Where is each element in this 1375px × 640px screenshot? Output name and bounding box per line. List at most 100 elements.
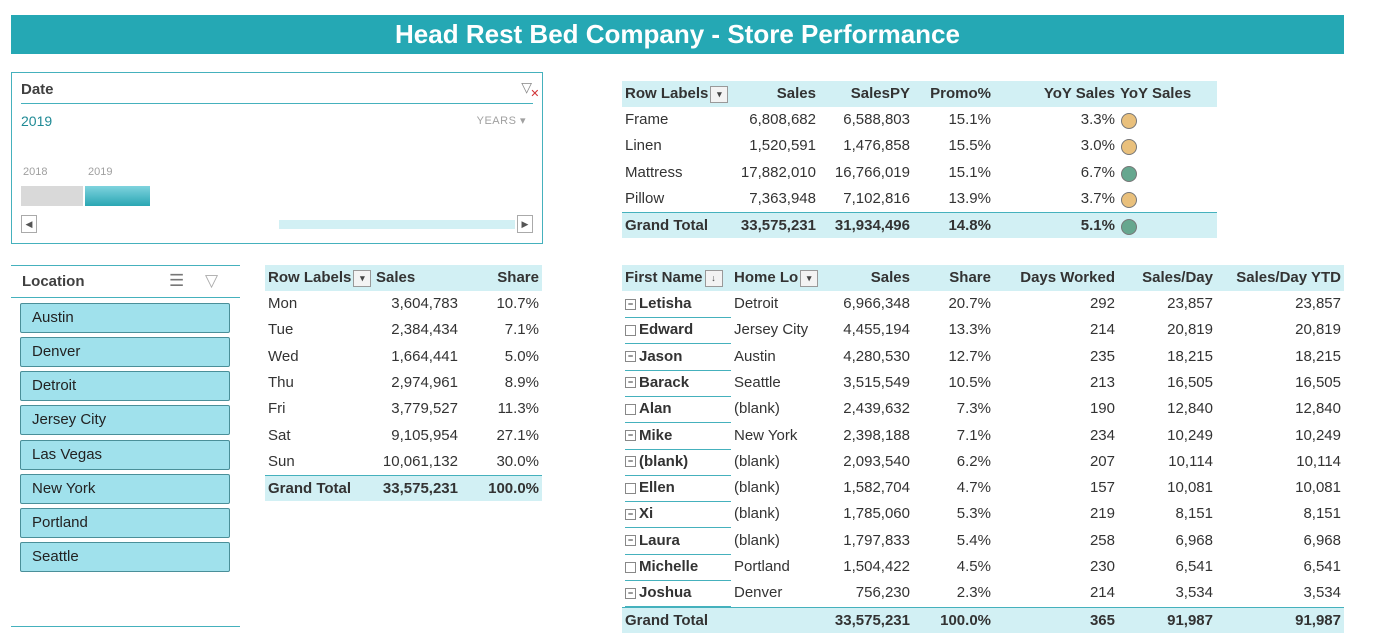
sort-filter-icon[interactable]: ↓	[704, 269, 723, 287]
location-item-denver[interactable]: Denver	[20, 337, 230, 367]
first-name-label: Laura	[639, 531, 680, 549]
weekday-pivot-table: Row Labels ▾ Sales Share Mon 3,604,783 10.7…	[265, 264, 542, 502]
table-cell: 1,797,833	[843, 531, 910, 549]
scroll-left-button[interactable]: ◀	[21, 215, 37, 233]
location-item-jersey-city[interactable]: Jersey City	[20, 405, 230, 435]
table-cell: 9,105,954	[391, 426, 458, 444]
collapse-icon[interactable]: −	[625, 456, 636, 468]
table-cell: 13.9%	[948, 189, 991, 207]
first-name-header[interactable]: First Name ↓	[625, 265, 723, 291]
first-name-cell[interactable]: − Jason	[625, 344, 731, 371]
filter-dropdown-icon[interactable]: ▾	[710, 85, 729, 103]
table-cell: 2,398,188	[843, 426, 910, 444]
table-cell: 6.7%	[1080, 163, 1115, 181]
collapse-icon[interactable]: −	[625, 587, 636, 599]
first-name-cell[interactable]: Edward	[625, 317, 731, 345]
home-location-cell: Portland	[734, 558, 790, 575]
filter-dropdown-icon[interactable]: ▾	[800, 269, 819, 287]
home-location-header[interactable]: Home Lo ▾	[734, 265, 819, 291]
date-timeline-slicer[interactable]: Date ▽ ✕ 2019 YEARS ▾ 2018 2019 ◀ ▶	[11, 72, 543, 244]
home-location-cell: Jersey City	[734, 321, 809, 339]
staff-pivot-table: First Name ↓ Home Lo ▾ Sales Share Days Wo…	[622, 264, 1344, 634]
year-label-2018: 2018	[23, 166, 48, 178]
scroll-track[interactable]	[279, 220, 515, 229]
expand-icon[interactable]	[625, 324, 636, 336]
first-name-cell[interactable]: − (blank)	[625, 449, 731, 476]
clear-filter-icon[interactable]: ▽	[205, 271, 219, 290]
table-row: Fri 3,779,527 11.3%	[265, 396, 542, 422]
col-header: Sales/Day YTD	[1236, 269, 1341, 286]
location-item-seattle[interactable]: Seattle	[20, 542, 230, 572]
first-name-cell[interactable]: − Barack	[625, 370, 731, 397]
row-label: Wed	[268, 347, 299, 365]
collapse-icon[interactable]: −	[625, 430, 636, 442]
clear-filter-icon[interactable]: ▽ ✕	[521, 79, 540, 100]
time-level-dropdown[interactable]: YEARS ▾	[476, 115, 526, 127]
first-name-cell[interactable]: − Joshua	[625, 580, 731, 608]
table-cell: 23,857	[1295, 295, 1341, 312]
expand-icon[interactable]	[625, 403, 636, 415]
table-cell: 12.7%	[948, 347, 991, 365]
sort-filter-icon[interactable]: ▾	[353, 269, 372, 287]
home-location-cell: (blank)	[734, 452, 780, 470]
location-item-portland[interactable]: Portland	[20, 508, 230, 538]
table-cell: 365	[1089, 611, 1115, 629]
expand-icon[interactable]	[625, 482, 636, 494]
collapse-icon[interactable]: −	[625, 535, 636, 547]
location-slicer[interactable]: Location ☰ ▽ Austin Denver Detroit Jerse…	[11, 265, 240, 627]
location-item-detroit[interactable]: Detroit	[20, 371, 230, 401]
table-cell: 3.7%	[1080, 189, 1115, 207]
col-header: Promo%	[930, 85, 991, 102]
timeline-scrollbar[interactable]: ◀ ▶	[21, 215, 533, 233]
first-name-label: Xi	[639, 505, 654, 523]
table-row: − (blank) (blank) 2,093,540 6.2% 207 10,114 10,…	[622, 449, 1344, 476]
table-cell: 4.5%	[956, 558, 991, 575]
collapse-icon[interactable]: −	[625, 377, 636, 389]
year-tile-2018[interactable]	[21, 186, 83, 206]
table-cell: 10.5%	[948, 373, 991, 391]
first-name-cell[interactable]: − Mike	[625, 423, 731, 450]
year-tile-2019[interactable]	[85, 186, 150, 206]
home-location-cell: (blank)	[734, 531, 780, 549]
collapse-icon[interactable]: −	[625, 298, 636, 310]
collapse-icon[interactable]: −	[625, 508, 636, 520]
table-cell: 20,819	[1295, 321, 1341, 339]
table-cell: 3.0%	[1080, 137, 1115, 155]
table-row: − Laura (blank) 1,797,833 5.4% 258 6,968 6,968	[622, 528, 1344, 555]
col-header: SalesPY	[850, 85, 910, 102]
first-name-cell[interactable]: − Xi	[625, 501, 731, 529]
multi-select-icon[interactable]: ☰	[169, 271, 185, 290]
table-cell: 1,520,591	[749, 137, 816, 155]
pivot-header-row: First Name ↓ Home Lo ▾ Sales Share Days Wo…	[622, 265, 1344, 291]
home-location-cell: Seattle	[734, 373, 781, 391]
table-cell: 234	[1089, 426, 1115, 444]
table-row: Sat 9,105,954 27.1%	[265, 423, 542, 449]
table-row: Sun 10,061,132 30.0%	[265, 449, 542, 475]
divider	[11, 626, 240, 627]
location-item-new-york[interactable]: New York	[20, 474, 230, 504]
first-name-cell[interactable]: Ellen	[625, 475, 731, 503]
first-name-cell[interactable]: − Laura	[625, 528, 731, 555]
table-row: − Xi (blank) 1,785,060 5.3% 219 8,151 8,151	[622, 501, 1344, 529]
table-cell: 10,249	[1295, 426, 1341, 444]
table-cell: 2,974,961	[391, 373, 458, 391]
scroll-right-button[interactable]: ▶	[517, 215, 533, 233]
first-name-label: (blank)	[639, 452, 689, 470]
expand-icon[interactable]	[625, 561, 636, 573]
first-name-cell[interactable]: Alan	[625, 396, 731, 424]
table-cell: 2,439,632	[843, 400, 910, 418]
row-labels-header[interactable]: Row Labels ▾	[268, 265, 372, 291]
table-cell: 292	[1089, 295, 1115, 312]
table-cell: 30.0%	[496, 452, 539, 470]
collapse-icon[interactable]: −	[625, 351, 636, 363]
first-name-cell[interactable]: − Letisha	[625, 291, 731, 318]
location-item-austin[interactable]: Austin	[20, 303, 230, 333]
table-row: Wed 1,664,441 5.0%	[265, 344, 542, 370]
location-item-las-vegas[interactable]: Las Vegas	[20, 440, 230, 470]
col-header: Sales	[776, 85, 816, 102]
col-header: Share	[497, 269, 539, 286]
row-labels-header[interactable]: Row Labels ▾	[625, 81, 729, 107]
table-row: Pillow 7,363,948 7,102,816 13.9% 3.7%	[622, 186, 1217, 212]
col-header: Sales/Day	[1142, 269, 1213, 286]
first-name-cell[interactable]: Michelle	[625, 554, 731, 581]
